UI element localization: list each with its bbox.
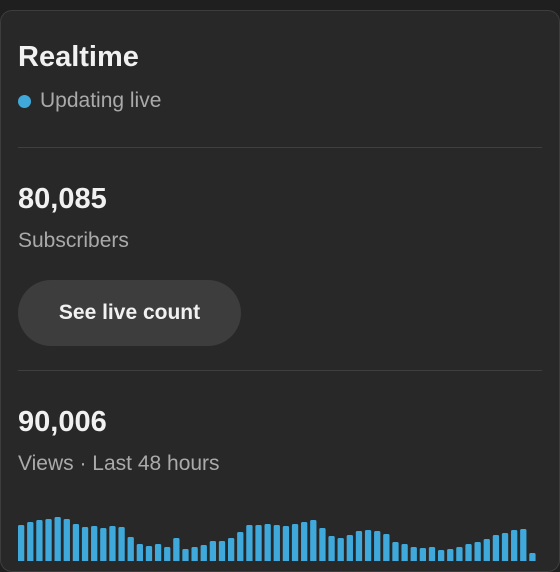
bar — [209, 541, 217, 561]
bar — [127, 537, 134, 561]
bar — [410, 547, 417, 561]
bar — [118, 527, 125, 561]
bar — [264, 524, 271, 561]
bar — [301, 522, 308, 561]
bar — [100, 528, 107, 561]
bar — [483, 539, 490, 561]
card-title: Realtime — [18, 41, 139, 73]
bar — [529, 553, 536, 561]
views-label: Views · Last 48 hours — [18, 452, 220, 475]
bar — [109, 526, 116, 561]
bar — [246, 525, 253, 561]
bar — [465, 544, 472, 561]
bar — [520, 529, 527, 561]
bar — [492, 535, 500, 561]
bar — [447, 549, 454, 561]
subscriber-label: Subscribers — [18, 229, 129, 252]
bar — [54, 517, 61, 561]
divider — [18, 370, 542, 371]
bar — [282, 526, 290, 561]
page: Realtime Updating live 80,085 Subscriber… — [0, 10, 560, 572]
bar — [182, 549, 189, 561]
bar — [154, 544, 162, 561]
bar — [501, 533, 509, 561]
bar — [319, 528, 326, 561]
bar — [63, 519, 70, 561]
bar — [136, 544, 143, 561]
bar — [273, 525, 280, 561]
bar — [81, 527, 89, 561]
bar — [237, 532, 244, 561]
bar — [511, 530, 518, 561]
live-count-button[interactable]: See live count — [18, 280, 241, 346]
bar — [164, 547, 171, 561]
bar — [383, 534, 390, 561]
bar — [419, 548, 427, 561]
bar — [364, 530, 372, 561]
views-count: 90,006 — [18, 406, 107, 438]
bar — [392, 542, 399, 561]
bar — [310, 520, 317, 561]
bar — [374, 531, 381, 561]
realtime-card: Realtime Updating live 80,085 Subscriber… — [0, 10, 560, 572]
bar — [428, 547, 436, 561]
bar — [36, 520, 43, 561]
status: Updating live — [40, 89, 162, 112]
bar — [218, 541, 226, 561]
bar — [18, 525, 25, 561]
bar — [200, 545, 207, 561]
bar — [401, 544, 408, 561]
live-dot — [18, 95, 31, 108]
bar — [355, 531, 363, 561]
bar — [91, 526, 98, 561]
bar — [145, 546, 153, 561]
views-chart — [18, 517, 536, 561]
subscriber-count: 80,085 — [18, 183, 107, 215]
bar — [474, 542, 481, 561]
bar — [291, 524, 299, 561]
divider — [18, 147, 542, 148]
bar — [191, 547, 198, 561]
bar — [27, 522, 34, 561]
bar — [337, 538, 344, 561]
bar — [72, 524, 80, 561]
bar — [346, 535, 353, 561]
bar — [328, 536, 335, 561]
bar — [456, 547, 463, 561]
bar — [255, 525, 262, 561]
bar — [227, 538, 235, 561]
bar — [173, 538, 180, 561]
bar — [45, 519, 52, 561]
bar — [437, 550, 445, 561]
